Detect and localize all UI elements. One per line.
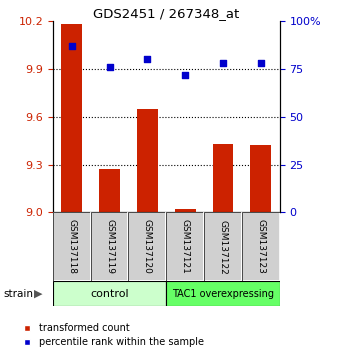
Text: GSM137118: GSM137118 [67, 219, 76, 274]
Bar [166, 281, 280, 306]
Bar [204, 212, 242, 281]
Bar [99, 169, 120, 212]
Bar [129, 212, 166, 281]
Text: GSM137123: GSM137123 [256, 219, 265, 274]
Bar [53, 212, 91, 281]
Text: GSM137119: GSM137119 [105, 219, 114, 274]
Text: ▶: ▶ [34, 289, 43, 299]
Bar [137, 109, 158, 212]
Bar [61, 24, 82, 212]
Bar [242, 212, 280, 281]
Text: GSM137122: GSM137122 [219, 219, 227, 274]
Title: GDS2451 / 267348_at: GDS2451 / 267348_at [93, 7, 239, 20]
Bar [242, 212, 280, 281]
Text: GSM137121: GSM137121 [181, 219, 190, 274]
Point [258, 61, 264, 66]
Bar [53, 281, 166, 306]
Bar [204, 212, 242, 281]
Point [69, 43, 74, 49]
Point [145, 57, 150, 62]
Bar [212, 144, 233, 212]
Text: GSM137120: GSM137120 [143, 219, 152, 274]
Bar [175, 209, 195, 212]
Text: control: control [90, 289, 129, 299]
Point [107, 64, 112, 70]
Point [220, 61, 226, 66]
Bar [250, 145, 271, 212]
Text: TAC1 overexpressing: TAC1 overexpressing [172, 289, 274, 299]
Text: strain: strain [3, 289, 33, 299]
Bar [91, 212, 129, 281]
Bar [166, 212, 204, 281]
Bar [129, 212, 166, 281]
Bar [53, 212, 91, 281]
Bar [91, 212, 129, 281]
Bar [166, 212, 204, 281]
Point [182, 72, 188, 78]
Legend: transformed count, percentile rank within the sample: transformed count, percentile rank withi… [22, 324, 204, 347]
